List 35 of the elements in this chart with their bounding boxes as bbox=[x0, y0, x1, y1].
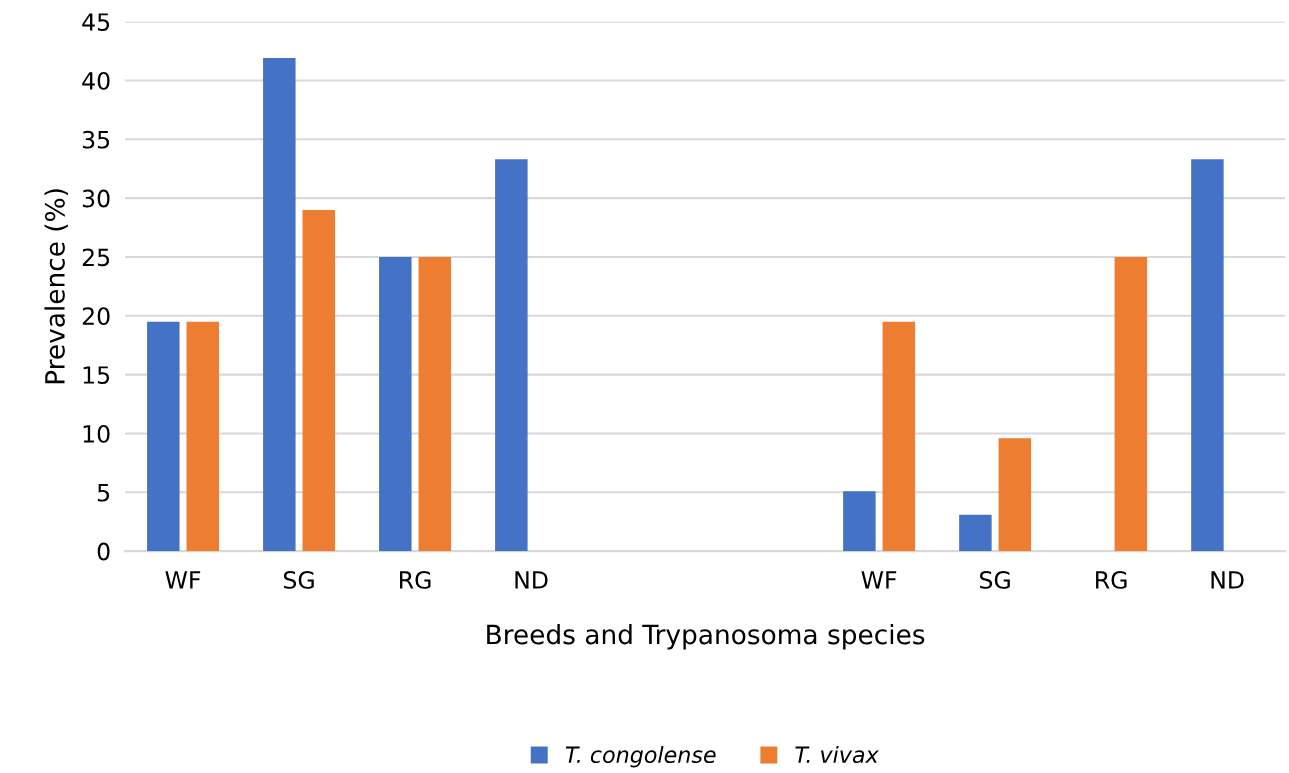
bar bbox=[882, 321, 916, 552]
y-tick-label: 35 bbox=[82, 130, 110, 149]
y-tick-label: 0 bbox=[97, 542, 110, 561]
x-tick-label: RG bbox=[400, 571, 431, 589]
bar bbox=[843, 491, 876, 552]
bar bbox=[186, 321, 219, 552]
bar bbox=[998, 438, 1032, 552]
bar bbox=[495, 159, 528, 552]
x-tick-label: ND bbox=[515, 571, 548, 589]
legend-label: T. vivax bbox=[795, 745, 879, 764]
bar bbox=[418, 256, 452, 552]
y-tick-label: 40 bbox=[82, 71, 110, 90]
bar bbox=[147, 321, 180, 552]
bar bbox=[1114, 256, 1148, 552]
bar bbox=[263, 58, 296, 552]
y-tick-label: 15 bbox=[83, 366, 110, 384]
bar bbox=[379, 256, 412, 552]
x-tick-label: SG bbox=[283, 571, 314, 589]
y-axis-title: Prevalence (%) bbox=[44, 189, 68, 384]
x-tick-label: ND bbox=[1211, 571, 1244, 589]
x-tick-label: WF bbox=[861, 571, 897, 589]
bar bbox=[959, 514, 992, 552]
bar bbox=[1191, 159, 1224, 552]
x-axis-title: Breeds and Trypanosoma species bbox=[487, 624, 925, 650]
y-tick-label: 30 bbox=[82, 189, 110, 208]
y-tick-label: 5 bbox=[97, 484, 110, 502]
x-tick-label: WF bbox=[165, 571, 201, 589]
legend-label: T. congolense bbox=[565, 745, 716, 768]
bar bbox=[302, 209, 336, 552]
x-tick-label: SG bbox=[980, 571, 1010, 589]
x-tick-label: RG bbox=[1096, 571, 1127, 589]
y-tick-label: 45 bbox=[82, 13, 110, 31]
y-tick-label: 10 bbox=[83, 424, 110, 443]
y-tick-label: 25 bbox=[82, 248, 110, 267]
y-tick-label: 20 bbox=[82, 307, 110, 326]
